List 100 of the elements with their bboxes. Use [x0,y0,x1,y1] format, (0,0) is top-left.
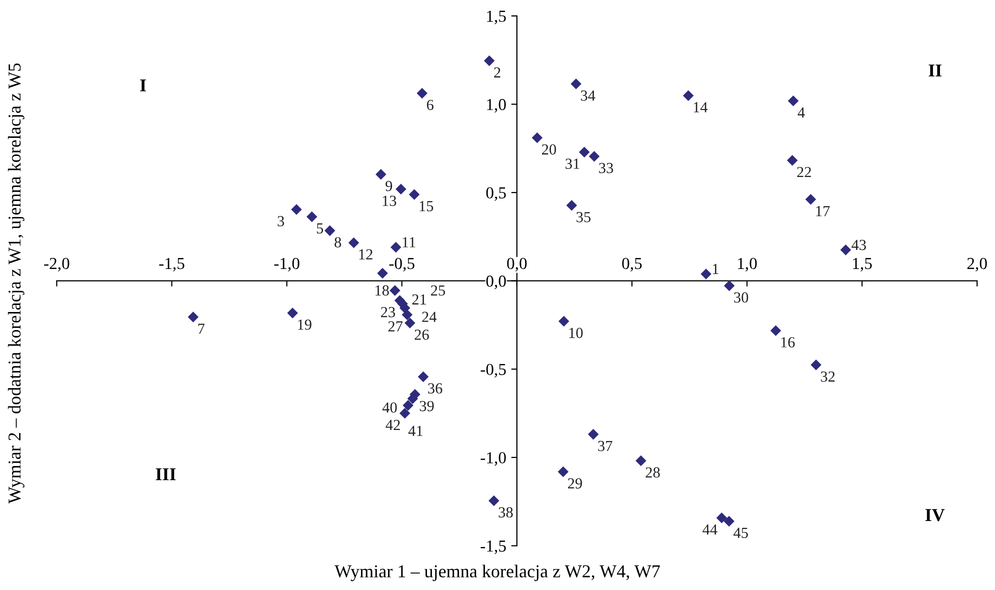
annotation: 18 [376,285,389,296]
annotation: 23 [381,306,396,318]
point [402,309,413,320]
point [287,308,298,318]
annotation: 19 [298,320,312,330]
point [188,312,199,322]
point [588,150,600,162]
annotation: 17 [816,206,830,216]
annotation: 5 [316,223,324,234]
annotation: 15 [420,201,434,212]
annotation: 4 [798,107,805,118]
point [682,90,694,101]
point [404,318,416,328]
y-tick-label: -0,5 [480,364,506,378]
x-tick-label: -1,5 [159,258,184,272]
point [348,237,360,248]
point [390,285,400,296]
annotation: 38 [498,507,513,518]
point [770,325,782,336]
point [416,88,428,99]
annotation: 30 [734,292,748,303]
annotation: 22 [797,166,811,178]
annotation: 3 [278,216,284,226]
annotation: 35 [576,212,591,222]
point [700,268,712,280]
point [786,155,798,166]
annotation: 42 [386,420,400,430]
point [484,55,495,66]
annotation: 27 [388,321,403,332]
x-tick-label: -2,0 [44,258,70,272]
annotation: III [156,468,176,480]
annotation: 13 [382,196,396,206]
point [396,184,406,195]
y-tick-label: -1,5 [480,540,506,554]
point [788,96,799,106]
annotation: I [140,79,146,92]
annotation: 7 [198,324,205,334]
annotation: 29 [568,478,582,489]
annotation: 12 [359,249,372,260]
annotation: 16 [781,337,795,348]
x-tick-label: 1,0 [738,258,757,272]
x-tick-label: 0,5 [622,258,642,272]
annotation: 2 [494,67,500,78]
annotation: 26 [414,330,429,340]
point [532,132,543,144]
y-tick-label: 0,5 [486,187,506,201]
y-tick-label: 1,0 [487,98,506,113]
annotation: 43 [852,240,866,250]
point [570,78,582,90]
annotation: 10 [569,328,583,338]
annotation: 28 [646,467,660,478]
point [376,168,386,180]
x-tick-label: 2,0 [967,258,987,272]
point [324,225,336,236]
point [291,204,302,215]
annotation: 1 [712,264,718,274]
point [377,268,388,279]
point [588,428,599,440]
annotation: 39 [420,400,434,412]
annotation: 34 [580,90,596,101]
point [578,146,590,158]
annotation: 9 [386,180,392,192]
y-tick-label: 1,5 [487,10,506,24]
point [724,516,734,527]
y-axis-title: Wymiar 2 – dodatnia korelacja z W1, ujemna korelacja z W5 [8,63,24,504]
annotation: 37 [598,440,612,452]
annotation: 33 [599,162,614,174]
point [724,280,735,292]
point [566,200,578,211]
y-tick-label: -1,0 [480,452,506,466]
annotation: 20 [542,144,556,155]
x-tick-label: -0,5 [389,258,414,272]
point [716,512,728,524]
point [408,189,420,200]
annotation: IV [925,509,945,522]
point [390,242,402,253]
x-tick-label: -1,0 [274,258,300,272]
point [810,360,822,370]
x-axis-title: Wymiar 1 – ujemna korelacja z W2, W4, W7 [334,564,660,582]
annotation: 45 [734,528,748,538]
point [558,466,569,478]
annotation: 25 [430,285,446,296]
annotation: 31 [566,158,580,169]
x-tick-label: 1,5 [853,258,872,272]
point [402,400,414,411]
annotation: 24 [422,312,437,322]
point [399,408,410,419]
point [805,194,816,205]
annotation: 6 [426,100,434,110]
annotation: 44 [702,524,718,535]
point [558,316,570,327]
point [418,371,429,382]
point [840,244,852,256]
annotation: 14 [694,102,708,112]
annotation: 40 [382,402,397,413]
point [636,455,646,466]
point [306,211,318,222]
annotation: 32 [820,371,835,382]
annotation: 11 [402,237,416,248]
annotation: 21 [412,294,426,304]
